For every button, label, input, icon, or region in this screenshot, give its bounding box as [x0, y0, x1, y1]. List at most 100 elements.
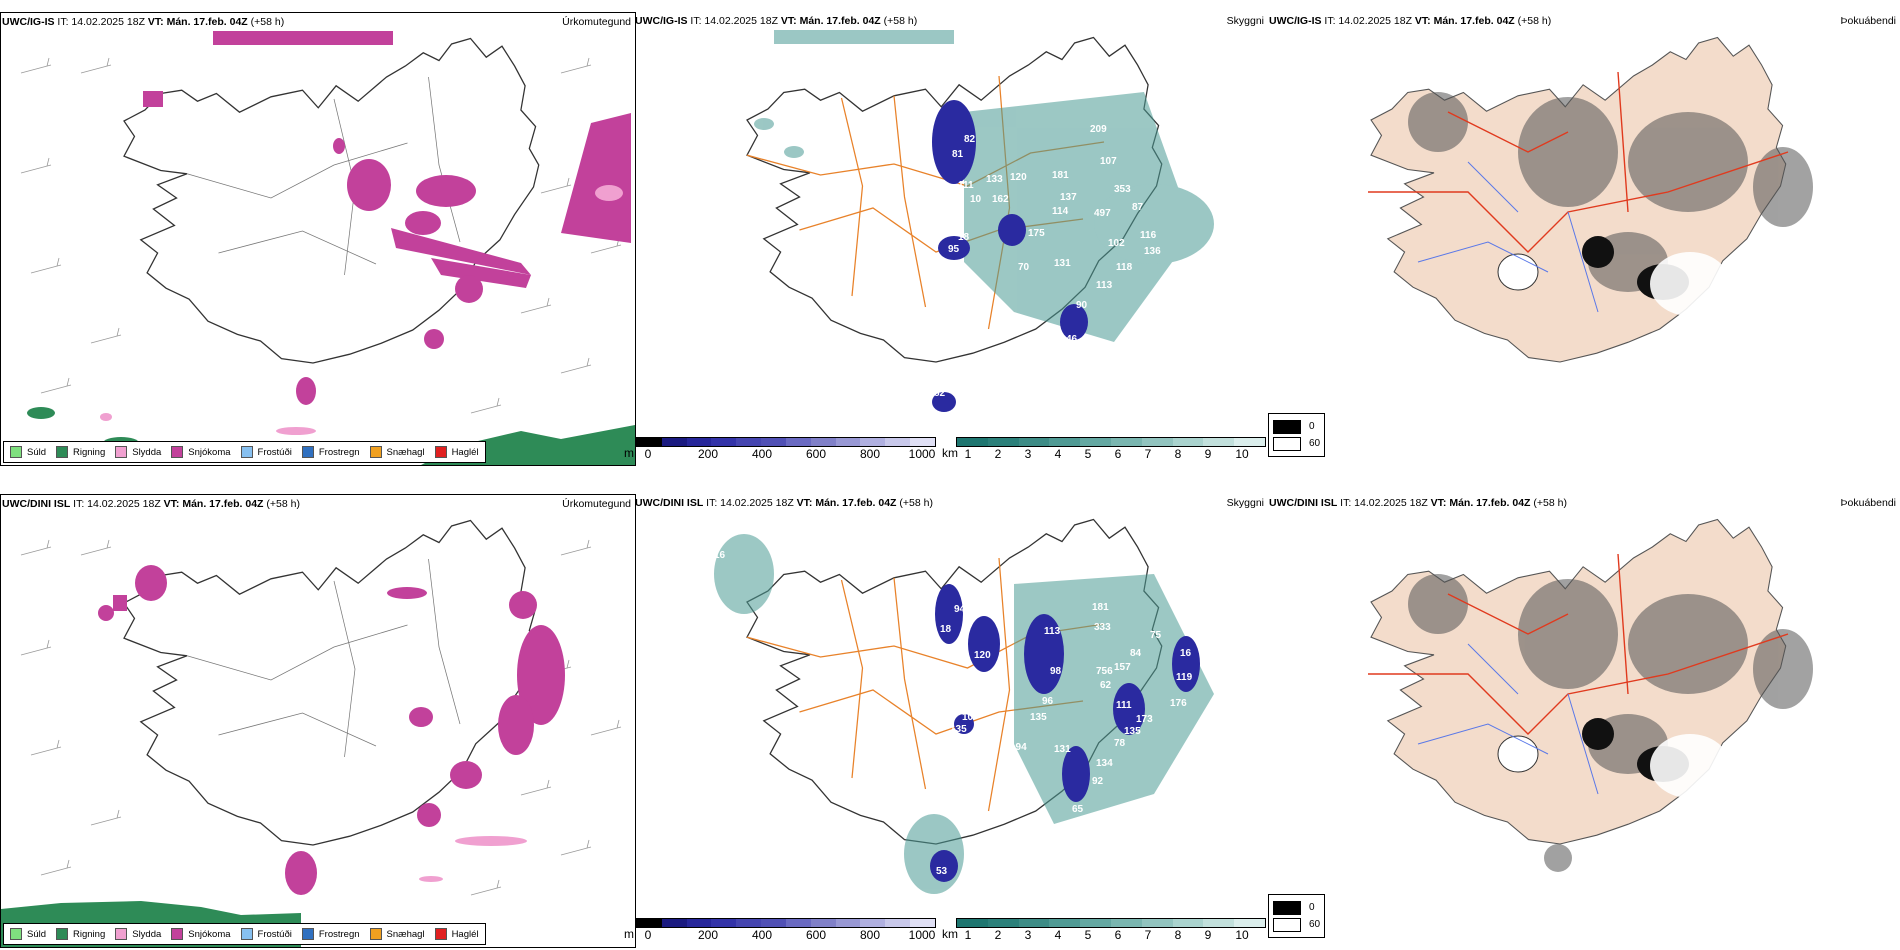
tick-label: 200	[697, 928, 719, 942]
precip-map-1	[20, 31, 635, 465]
visibility-colorbar-2: km 1 2 3 4 5 6 7 8 9 10	[942, 918, 1266, 942]
legend-item-sleet: Slydda	[115, 446, 161, 458]
fog-legend-label: 60	[1309, 438, 1321, 449]
tick-label: 1	[964, 447, 972, 461]
cloud-label: 135	[950, 724, 967, 735]
panel-header: UWC/DINI ISL IT: 14.02.2025 18Z VT: Mán.…	[1269, 497, 1567, 509]
legend-item-hail: Haglél	[434, 446, 479, 458]
cloud-label: 113	[1096, 280, 1113, 291]
precip-legend: Súld Rigning Slydda Snjókoma Frostúði Fr…	[3, 923, 486, 945]
tick-label: 800	[859, 447, 881, 461]
cloud-label: 18	[940, 624, 952, 635]
tick-label: 3	[1024, 447, 1032, 461]
cloud-label: 133	[986, 174, 1003, 185]
tick-label: 200	[697, 447, 719, 461]
cloud-label: 162	[992, 194, 1009, 205]
cloud-label: 996	[1234, 214, 1251, 225]
cloud-label: 131	[1054, 744, 1071, 755]
cloud-label: 16	[714, 550, 726, 561]
cloud-panel-2: 16 94 18 120 113 98 96 135 10 135 194 13…	[634, 494, 1268, 946]
tick-label: 5	[1084, 928, 1092, 942]
cloud-label: 114	[1052, 206, 1069, 217]
tick-label: 1000	[908, 447, 936, 461]
cloud-label: 135	[1124, 726, 1141, 737]
cloud-label: 98	[1050, 666, 1062, 677]
cloud-label: 119	[1176, 672, 1193, 683]
cloud-label: 78	[1114, 738, 1126, 749]
tick-label: 0	[644, 928, 652, 942]
height-unit: m	[624, 927, 634, 941]
cloud-label: 181	[1052, 170, 1069, 181]
legend-item-sleet: Slydda	[115, 928, 161, 940]
fog-legend-1: 0 60	[1268, 413, 1326, 457]
height-colorbar-swatches	[636, 437, 936, 447]
cloud-label: 120	[1010, 172, 1027, 183]
cloud-label: 116	[1140, 230, 1157, 241]
cloud-label: 353	[1114, 184, 1131, 195]
cloud-label: 65	[1072, 804, 1084, 815]
cloud-label: 176	[1170, 698, 1187, 709]
visibility-unit: km	[942, 446, 958, 460]
legend-item-snow: Snjókoma	[171, 928, 231, 940]
cloud-label: 102	[1108, 238, 1125, 249]
legend-item-snow-pellets: Snæhagl	[369, 928, 425, 940]
cloud-label: 62	[1100, 680, 1112, 691]
cloud-label: 75	[1150, 630, 1162, 641]
legend-item-drizzle: Súld	[10, 928, 46, 940]
tick-label: 1	[964, 928, 972, 942]
cloud-label: 131	[1054, 258, 1071, 269]
panel-header: UWC/DINI ISL IT: 14.02.2025 18Z VT: Mán.…	[2, 498, 300, 510]
tick-label: 1000	[908, 928, 936, 942]
tick-label: 0	[644, 447, 652, 461]
legend-item-freezing-drizzle: Frostúði	[240, 928, 292, 940]
fog-map-2	[1368, 518, 1813, 872]
cloud-label: 92	[1092, 776, 1104, 787]
legend-item-rain: Rigning	[56, 446, 105, 458]
visibility-colorbar-swatches	[956, 918, 1266, 928]
cloud-labels: 16 94 18 120 113 98 96 135 10 135 194 13…	[714, 550, 1193, 877]
legend-item-snow-pellets: Snæhagl	[369, 446, 425, 458]
panel-header: UWC/IG-IS IT: 14.02.2025 18Z VT: Mán. 17…	[1269, 15, 1552, 27]
height-colorbar-2: m 0 200 400 600 800 1000	[624, 918, 936, 942]
cloud-label: 136	[1144, 246, 1161, 257]
cloud-label: 111	[958, 180, 974, 191]
height-colorbar-1: m 0 200 400 600 800 1000	[624, 437, 936, 461]
cloud-label: 94	[954, 604, 966, 615]
tick-label: 6	[1114, 928, 1122, 942]
cloud-label: 46	[1066, 334, 1078, 345]
visibility-areas	[754, 30, 1214, 342]
visibility-colorbar-1: km 1 2 3 4 5 6 7 8 9 10	[942, 437, 1266, 461]
cloud-label: 82	[934, 388, 946, 399]
cloud-label: 194	[1010, 742, 1027, 753]
tick-label: 2	[994, 928, 1002, 942]
tick-label: 9	[1204, 447, 1212, 461]
cloud-label: 16	[1180, 648, 1192, 659]
fog-legend-label: 0	[1309, 421, 1315, 432]
panel-header: UWC/IG-IS IT: 14.02.2025 18Z VT: Mán. 17…	[635, 15, 918, 27]
panel-title: Skyggni	[1226, 15, 1264, 27]
panel-title: Úrkomutegund	[562, 498, 631, 510]
cloud-label: 175	[1028, 228, 1045, 239]
height-colorbar-swatches	[636, 918, 936, 928]
cloud-label: 10	[962, 712, 974, 723]
fog-shading	[1408, 574, 1813, 872]
fog-map-1	[1368, 36, 1813, 363]
cloud-map-2: 16 94 18 120 113 98 96 135 10 135 194 13…	[714, 518, 1214, 894]
tick-label: 400	[751, 928, 773, 942]
cloud-label: 113	[1044, 626, 1061, 637]
cloud-label: 756	[1096, 666, 1113, 677]
panel-title: Skyggni	[1226, 497, 1264, 509]
cloud-base-areas	[932, 100, 1088, 412]
tick-label: 5	[1084, 447, 1092, 461]
tick-label: 600	[805, 928, 827, 942]
sleet-areas	[419, 836, 527, 882]
cloud-label: 333	[1094, 622, 1111, 633]
precip-panel-2: UWC/DINI ISL IT: 14.02.2025 18Z VT: Mán.…	[0, 494, 636, 948]
tick-label: 8	[1174, 928, 1182, 942]
tick-label: 3	[1024, 928, 1032, 942]
cloud-label: 137	[1060, 192, 1077, 203]
cloud-label: 81	[952, 149, 964, 160]
cloud-label: 118	[1116, 262, 1133, 273]
legend-item-freezing-drizzle: Frostúði	[240, 446, 292, 458]
cloud-base-areas	[930, 584, 1200, 882]
